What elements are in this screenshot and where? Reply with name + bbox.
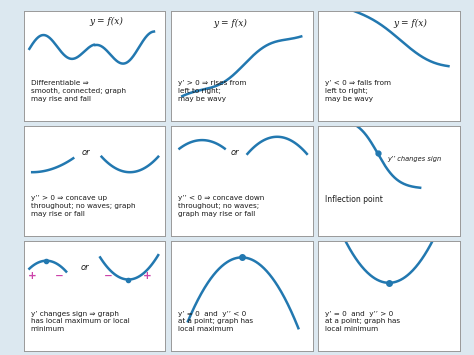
Text: y’ = 0  and  y’’ > 0
at a point; graph has
local minimum: y’ = 0 and y’’ > 0 at a point; graph has… xyxy=(325,311,401,332)
Text: −: − xyxy=(55,271,64,281)
Text: or: or xyxy=(80,263,89,272)
Text: y’ = 0  and  y’’ < 0
at a point; graph has
local maximum: y’ = 0 and y’’ < 0 at a point; graph has… xyxy=(178,311,253,332)
Text: or: or xyxy=(230,148,239,157)
Text: Differentiable ⇒
smooth, connected; graph
may rise and fall: Differentiable ⇒ smooth, connected; grap… xyxy=(31,80,126,102)
Text: y’’ < 0 ⇒ concave down
throughout; no waves;
graph may rise or fall: y’’ < 0 ⇒ concave down throughout; no wa… xyxy=(178,196,264,217)
Text: y’ changes sign ⇒ graph
has local maximum or local
minimum: y’ changes sign ⇒ graph has local maximu… xyxy=(31,311,129,332)
Text: y = f(x): y = f(x) xyxy=(213,20,247,28)
Text: −: − xyxy=(104,271,113,281)
Text: y = f(x): y = f(x) xyxy=(393,20,427,28)
Text: Inflection point: Inflection point xyxy=(325,196,383,204)
Text: or: or xyxy=(82,148,91,157)
Text: y’’ > 0 ⇒ concave up
throughout; no waves; graph
may rise or fall: y’’ > 0 ⇒ concave up throughout; no wave… xyxy=(31,196,135,217)
Text: +: + xyxy=(143,271,151,281)
Text: y’’ changes sign: y’’ changes sign xyxy=(387,156,442,162)
Text: +: + xyxy=(28,271,36,281)
Text: y’ > 0 ⇒ rises from
left to right;
may be wavy: y’ > 0 ⇒ rises from left to right; may b… xyxy=(178,80,246,102)
Text: y’ < 0 ⇒ falls from
left to right;
may be wavy: y’ < 0 ⇒ falls from left to right; may b… xyxy=(325,80,391,102)
Text: y = f(x): y = f(x) xyxy=(89,17,123,26)
